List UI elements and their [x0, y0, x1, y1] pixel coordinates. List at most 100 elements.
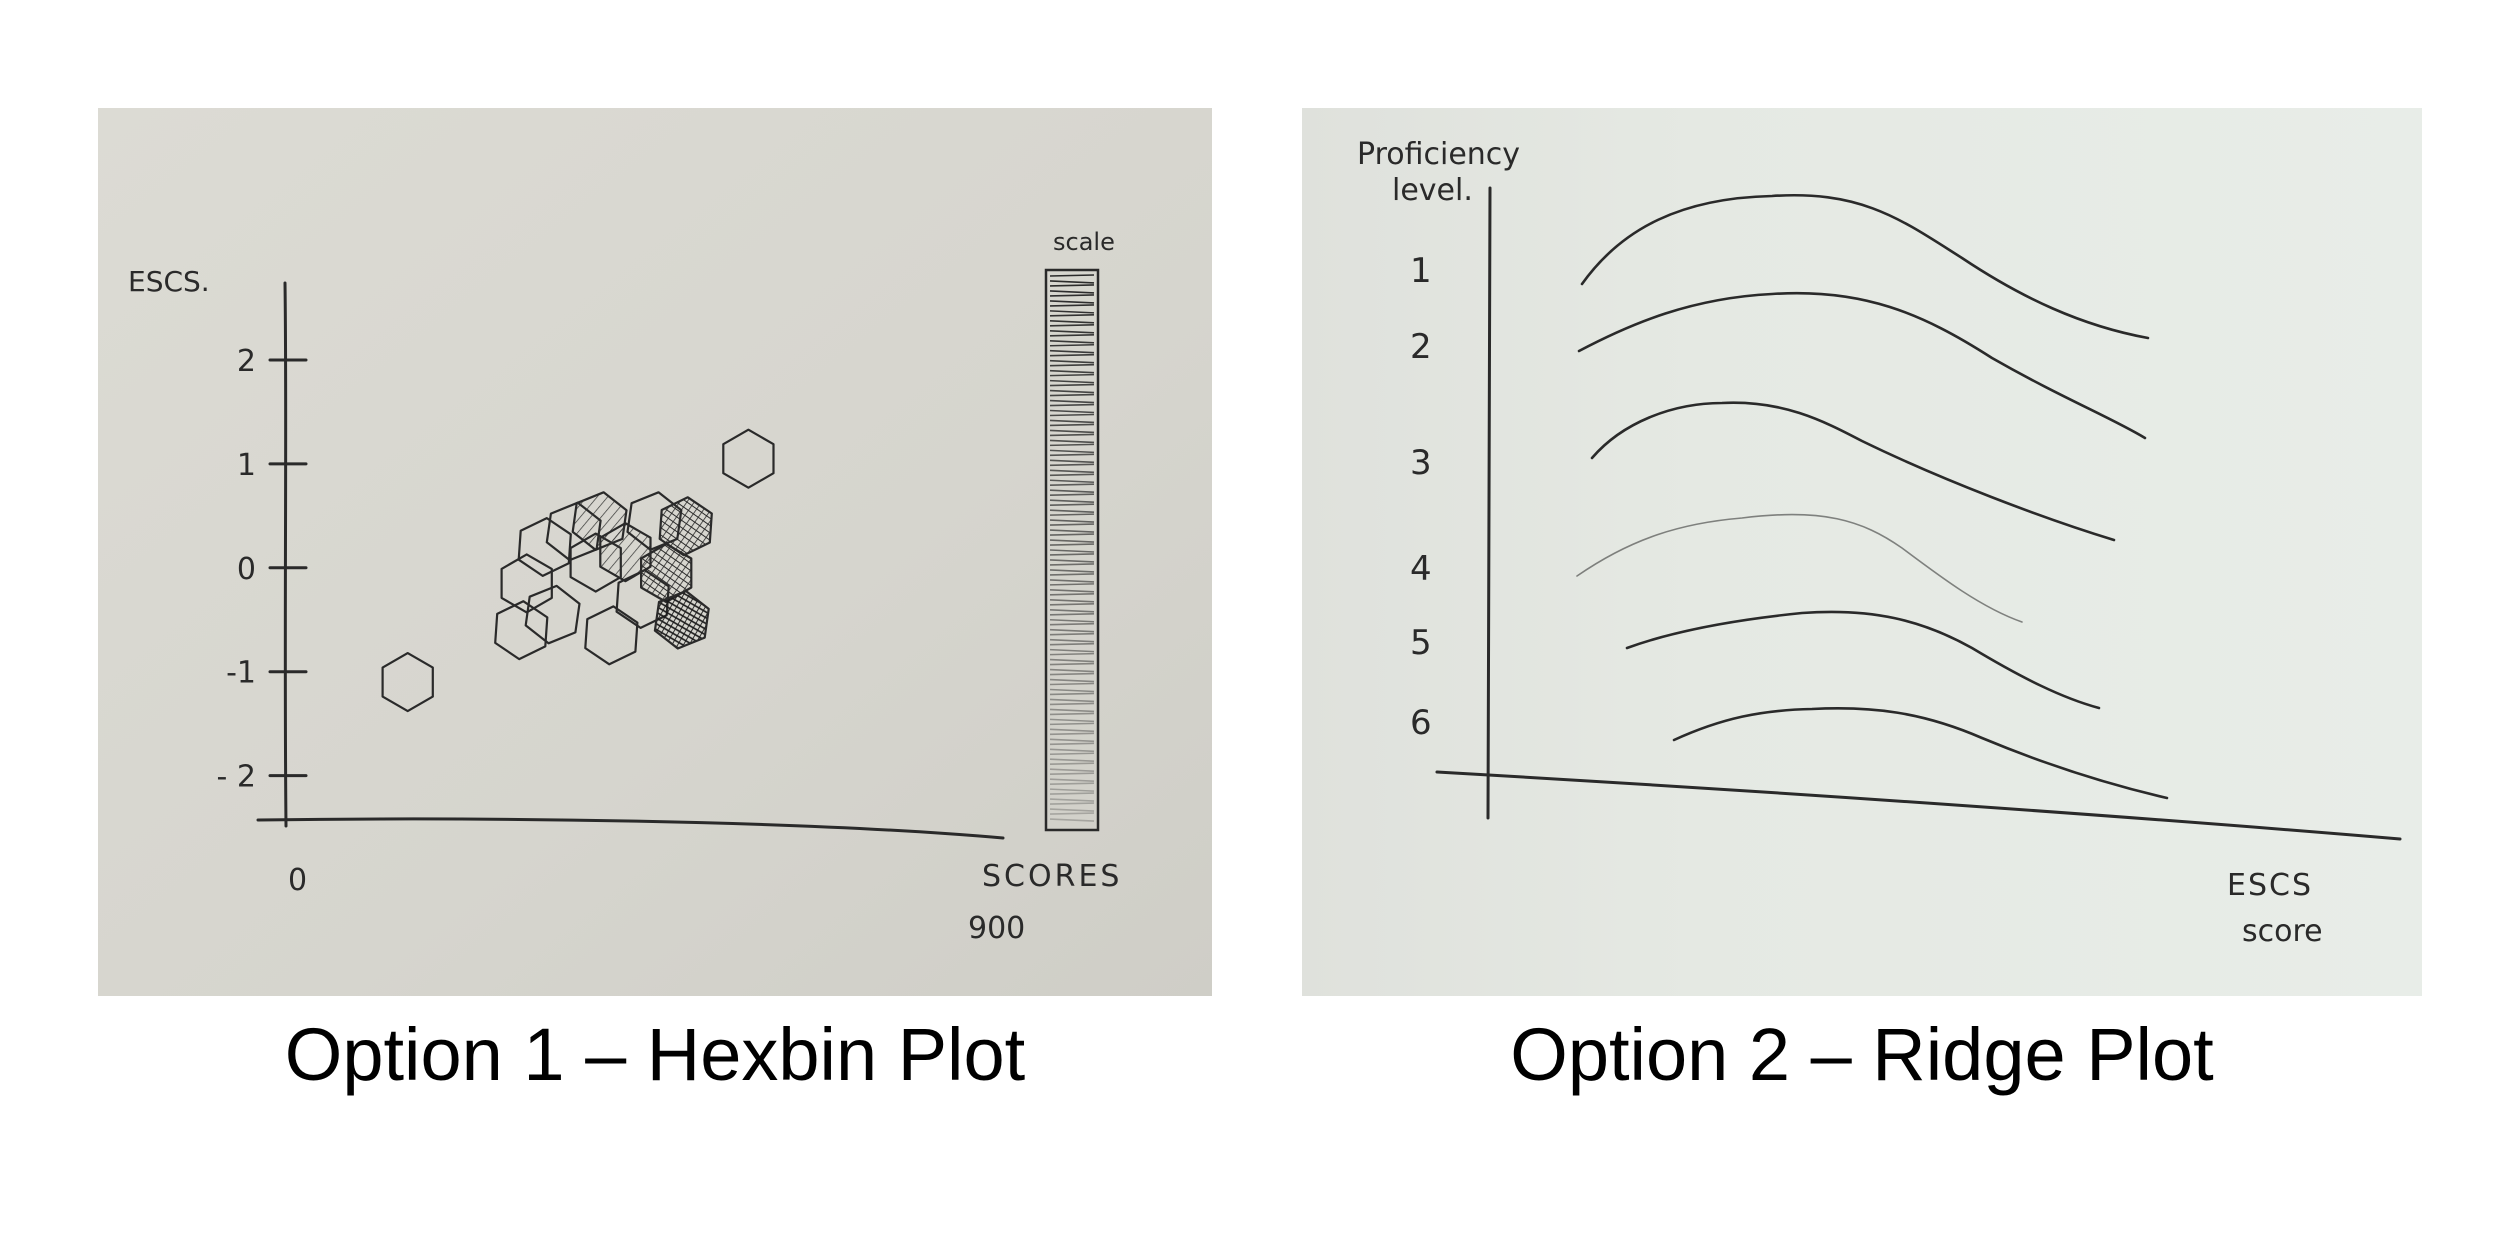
legend-hatch-line	[1049, 383, 1095, 387]
legend-hatch-line	[1049, 603, 1095, 606]
legend-hatch-line	[1049, 363, 1095, 367]
caption-option-1: Option 1 – Hexbin Plot	[284, 1013, 1026, 1096]
legend-hatch-line	[1049, 622, 1095, 626]
legend-hatch-line	[1049, 742, 1095, 746]
ridge-curve-6	[1672, 706, 2169, 800]
ridge-curve-5	[1625, 610, 2101, 710]
legend-hatch-line	[1049, 373, 1095, 377]
legend-hatch-line	[1049, 419, 1095, 424]
legend-hatch-line	[1049, 692, 1095, 696]
x-axis-label-line-2: score	[2242, 914, 2323, 949]
hexbin-cell	[381, 651, 434, 713]
legend-hatch-line	[1049, 439, 1095, 444]
hexbin-cell	[494, 600, 549, 661]
legend-hatch-line	[1049, 409, 1095, 414]
ridge-curve-1	[1580, 193, 2150, 340]
legend-hatch-line	[1049, 379, 1095, 384]
legend-hatch-line	[1049, 612, 1095, 616]
y-tick-label: 2	[1410, 327, 1432, 367]
legend-hatch-line	[1049, 738, 1095, 743]
legend-hatch-line	[1049, 353, 1095, 357]
legend-hatch-line	[1049, 459, 1095, 464]
ridge-curve-3	[1590, 401, 2116, 542]
legend-hatch-line	[1049, 413, 1095, 417]
y-tick-label: - 2	[217, 760, 256, 795]
y-tick-label: 6	[1410, 703, 1432, 743]
legend-hatch-line	[1049, 672, 1095, 676]
hexbin-cell	[658, 496, 713, 557]
y-axis-label-line-1: Proficiency	[1357, 137, 1520, 172]
legend-hatch-line	[1049, 324, 1095, 327]
legend-hatch-line	[1049, 483, 1095, 487]
legend-hatch-line	[1049, 479, 1095, 484]
legend-hatch-line	[1049, 638, 1095, 643]
legend-hatch-line	[1049, 294, 1095, 297]
legend-hatch-line	[1049, 788, 1095, 792]
legend-hatch-line	[1049, 499, 1095, 503]
legend-hatch-line	[1049, 489, 1095, 494]
legend-hatch-line	[1049, 752, 1095, 756]
hexbin-cell	[524, 584, 581, 645]
x-axis-label: SCORES	[982, 859, 1122, 894]
legend-hatch-line	[1049, 772, 1095, 775]
legend-hatch-line	[1049, 792, 1095, 795]
legend-hatch-line	[1049, 618, 1095, 623]
legend-hatch-line	[1049, 330, 1095, 334]
y-tick-label: 4	[1410, 549, 1432, 589]
legend-hatch-line	[1049, 608, 1095, 613]
legend-hatch-line	[1049, 290, 1095, 294]
legend-hatch-line	[1049, 509, 1095, 513]
legend-hatch-line	[1049, 429, 1095, 434]
legend-hatch-line	[1049, 573, 1095, 576]
legend-hatch-line	[1049, 349, 1095, 354]
x-tick-label: 0	[288, 863, 307, 898]
hexbin-cell	[722, 428, 775, 489]
hexbin-cell	[500, 553, 553, 614]
legend-scale-bar	[1044, 268, 1100, 832]
x-axis	[1435, 770, 2402, 841]
legend-hatch-line	[1049, 469, 1095, 474]
legend-title: scale	[1053, 228, 1115, 256]
legend-hatch-line	[1049, 632, 1095, 636]
legend-hatch-line	[1049, 682, 1095, 686]
legend-hatch-line	[1049, 393, 1095, 397]
legend-hatch-line	[1049, 798, 1095, 802]
hexbin-cell	[517, 517, 572, 577]
legend-hatch-line	[1049, 369, 1095, 374]
legend-hatch-line	[1049, 678, 1095, 683]
legend-hatch-line	[1049, 662, 1095, 666]
legend-hatch-line	[1049, 782, 1095, 785]
legend-hatch-line	[1049, 559, 1095, 563]
legend-hatch-line	[1049, 628, 1095, 633]
legend-hatch-line	[1049, 658, 1095, 663]
legend-hatch-line	[1049, 543, 1095, 546]
y-tick-label: 2	[237, 344, 256, 379]
legend-hatch-line	[1049, 599, 1095, 603]
ridge-sketch-panel: Proficiency level. ESCS score 1 2 3 4 5 6	[1302, 108, 2422, 996]
y-axis-label: ESCS.	[128, 265, 210, 298]
legend-hatch-line	[1049, 343, 1095, 347]
legend-hatch-line	[1049, 320, 1095, 324]
legend-hatch-line	[1049, 812, 1095, 815]
paper-background	[1302, 108, 2422, 996]
legend-hatch-line	[1049, 314, 1095, 317]
legend-hatch-line	[1049, 274, 1095, 277]
legend-hatch-line	[1049, 718, 1095, 723]
hexbin-plot: 2 1 0 -1 - 2 0 900 SCORES ESCS. scale	[98, 108, 1212, 996]
legend-hatch-line	[1049, 449, 1095, 454]
legend-hatch-line	[1049, 549, 1095, 553]
legend-hatch-line	[1049, 818, 1095, 822]
legend-hatch-line	[1049, 399, 1095, 404]
legend-hatch-line	[1049, 728, 1095, 733]
y-tick-label: 1	[237, 448, 256, 483]
legend-hatch-line	[1049, 652, 1095, 656]
x-axis	[256, 817, 1005, 840]
ridge-curve-4	[1576, 513, 2023, 623]
legend-hatch-line	[1049, 359, 1095, 364]
legend-hatch-line	[1049, 712, 1095, 716]
legend-hatch-line	[1049, 533, 1095, 536]
legend-hatch-line	[1049, 300, 1095, 304]
legend-hatch-line	[1049, 284, 1095, 287]
ridge-curve-2	[1577, 291, 2147, 440]
legend-hatch-line	[1049, 702, 1095, 706]
